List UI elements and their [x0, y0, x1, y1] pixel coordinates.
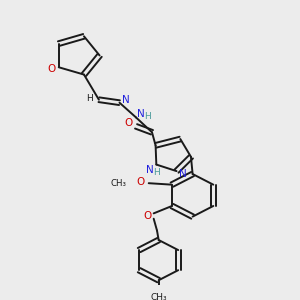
- Text: O: O: [47, 64, 56, 74]
- Text: H: H: [144, 112, 151, 121]
- Text: H: H: [86, 94, 93, 103]
- Text: O: O: [144, 211, 152, 221]
- Text: O: O: [136, 177, 145, 187]
- Text: CH₃: CH₃: [150, 292, 167, 300]
- Text: N: N: [179, 169, 187, 179]
- Text: N: N: [122, 95, 129, 105]
- Text: CH₃: CH₃: [110, 179, 126, 188]
- Text: N: N: [137, 109, 145, 119]
- Text: O: O: [124, 118, 133, 128]
- Text: N: N: [146, 165, 154, 175]
- Text: H: H: [153, 168, 159, 177]
